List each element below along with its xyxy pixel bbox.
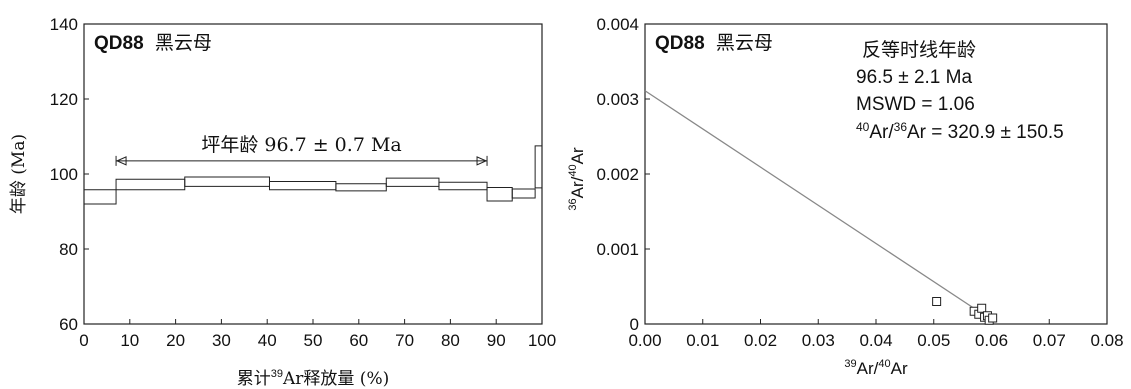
left-y-tick-label: 60 xyxy=(59,315,78,334)
left-xlabel-sup: 39 xyxy=(271,368,283,380)
left-sample-label: QD88 黑云母 xyxy=(94,32,212,54)
left-x-tick-label: 90 xyxy=(487,331,506,350)
inverse-isochron-chart: 0.00 0.01 0.02 0.03 0.04 0.05 0.06 0.07 0.08 0 0.0… xyxy=(567,15,1124,378)
right-y-tick-label: 0.004 xyxy=(596,15,639,34)
age-spectrum-chart: 0 10 20 30 40 50 60 70 80 90 100 60 80 100 120 140 QD88… xyxy=(9,15,556,389)
left-age-steps xyxy=(83,145,543,205)
iso-sup-b: 40 xyxy=(878,358,890,370)
right-x-axis-title: 39Ar/40Ar xyxy=(844,358,908,378)
right-x-tick-label: 0.07 xyxy=(1033,331,1066,350)
right-y-axis-title: 36Ar/40Ar xyxy=(567,147,587,211)
left-y-axis-title: 年龄 (Ma) xyxy=(9,134,29,214)
iso-sup-b: 40 xyxy=(567,164,579,176)
isochron-points xyxy=(932,297,998,325)
isochron-point xyxy=(977,303,987,313)
iso-sup-a: 39 xyxy=(844,358,856,370)
right-sample-id: QD88 xyxy=(655,33,705,54)
right-x-tick-label: 0.01 xyxy=(686,331,719,350)
right-mineral: 黑云母 xyxy=(716,32,773,54)
age-step xyxy=(385,177,440,187)
right-y-tick-label: 0 xyxy=(630,315,639,334)
left-xlabel-post: Ar释放量 (%) xyxy=(282,369,389,389)
left-axis-ticks: 0 10 20 30 40 50 60 70 80 90 100 60 80 100 120 140 xyxy=(50,15,557,350)
iso-ar-a: Ar/ xyxy=(568,176,587,198)
left-x-tick-label: 60 xyxy=(349,331,368,350)
right-y-tick-label: 0.002 xyxy=(596,165,639,184)
left-x-tick-label: 20 xyxy=(166,331,185,350)
right-x-tick-label: 0.02 xyxy=(744,331,777,350)
isochron-point xyxy=(988,313,998,323)
isochron-age: 96.5 ± 2.1 Ma xyxy=(856,67,972,88)
iso-ar-a: Ar/ xyxy=(857,359,879,378)
iso-ar-b: Ar xyxy=(891,359,908,378)
left-xlabel-pre: 累计 xyxy=(237,369,271,389)
left-sample-id: QD88 xyxy=(94,33,144,54)
ratio-sup-40: 40 xyxy=(856,120,870,134)
isochron-initial-ratio: 40Ar/36Ar = 320.9 ± 150.5 xyxy=(856,120,1064,143)
age-step xyxy=(511,188,536,199)
left-plateau-marker xyxy=(115,155,488,166)
right-y-tick-label: 0.003 xyxy=(596,90,639,109)
right-x-tick-label: 0.03 xyxy=(802,331,835,350)
isochron-mswd: MSWD = 1.06 xyxy=(856,94,975,115)
right-x-tick-label: 0.08 xyxy=(1090,331,1123,350)
left-mineral: 黑云母 xyxy=(155,32,212,54)
right-x-tick-label: 0.00 xyxy=(628,331,661,350)
left-y-tick-label: 80 xyxy=(59,240,78,259)
left-x-tick-label: 30 xyxy=(212,331,231,350)
right-x-tick-label: 0.05 xyxy=(917,331,950,350)
ratio-ar: Ar/ xyxy=(869,122,894,143)
age-step xyxy=(486,187,513,202)
plateau-start-arrow xyxy=(115,156,127,166)
right-axis-ticks: 0.00 0.01 0.02 0.03 0.04 0.05 0.06 0.07 0.08 0 0.0… xyxy=(596,15,1123,350)
iso-sup-a: 36 xyxy=(567,198,579,210)
left-y-tick-label: 140 xyxy=(50,15,78,34)
left-x-tick-label: 10 xyxy=(120,331,139,350)
plateau-end-arrow xyxy=(476,156,488,166)
left-x-tick-label: 40 xyxy=(258,331,277,350)
left-x-tick-label: 100 xyxy=(528,331,556,350)
left-y-tick-label: 120 xyxy=(50,90,78,109)
isochron-point xyxy=(932,297,942,306)
left-y-tick-label: 100 xyxy=(50,165,78,184)
isochron-regression-line xyxy=(644,90,995,323)
isochron-annotation: 反等时线年龄 96.5 ± 2.1 Ma MSWD = 1.06 40Ar/36… xyxy=(856,39,1064,143)
age-step xyxy=(115,178,186,191)
right-x-tick-label: 0.06 xyxy=(975,331,1008,350)
left-x-tick-label: 0 xyxy=(79,331,88,350)
plateau-age-label: 坪年龄 96.7 ± 0.7 Ma xyxy=(201,134,401,156)
right-y-tick-label: 0.001 xyxy=(596,240,639,259)
left-x-tick-label: 70 xyxy=(395,331,414,350)
ratio-rest: Ar = 320.9 ± 150.5 xyxy=(907,122,1064,143)
ratio-sup-36: 36 xyxy=(894,120,908,134)
age-step xyxy=(83,189,117,205)
age-step xyxy=(438,181,488,191)
right-sample-label: QD88 黑云母 xyxy=(655,32,773,54)
age-step xyxy=(335,183,387,192)
left-x-tick-label: 50 xyxy=(304,331,323,350)
isochron-title: 反等时线年龄 xyxy=(862,39,976,61)
age-step xyxy=(184,176,270,187)
age-step xyxy=(268,181,337,191)
left-plot-frame xyxy=(83,23,543,325)
left-x-tick-label: 80 xyxy=(441,331,460,350)
iso-ar-b: Ar xyxy=(568,147,587,164)
right-x-tick-label: 0.04 xyxy=(859,331,892,350)
age-step xyxy=(534,145,543,189)
left-x-axis-title: 累计39Ar释放量 (%) xyxy=(237,368,389,389)
